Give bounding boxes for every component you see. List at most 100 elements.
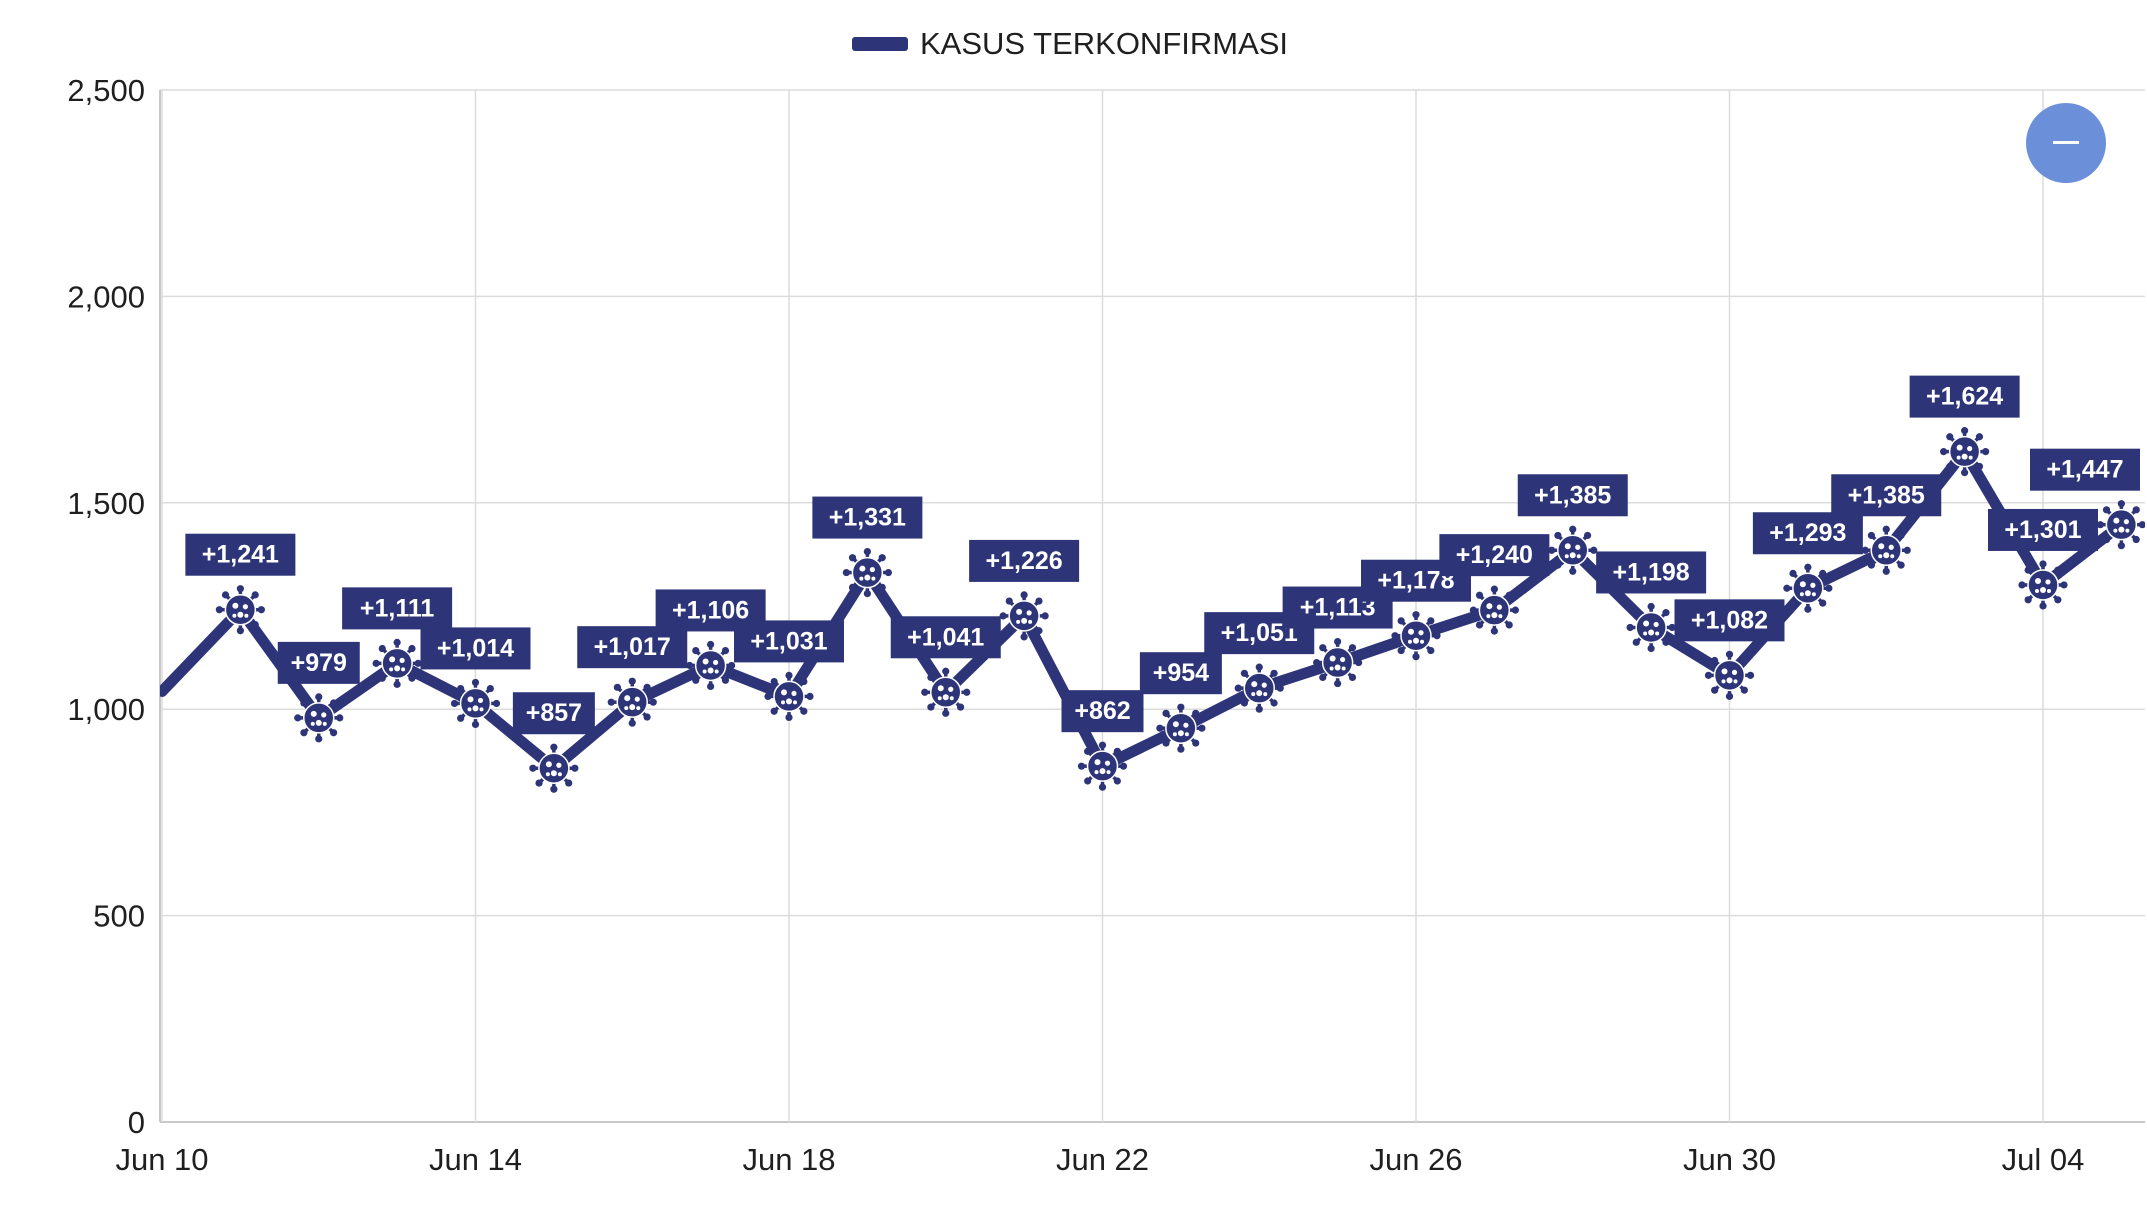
data-label: +1,385: [1831, 474, 1942, 517]
virus-spike-tip: [1412, 611, 1420, 619]
virus-spike-tip: [2039, 602, 2047, 610]
x-tick-label: Jun 14: [429, 1142, 522, 1177]
virus-dot: [859, 576, 864, 581]
data-label-box: [1831, 474, 1942, 517]
data-label-text: +1,226: [986, 547, 1063, 575]
virus-spike-tip: [1355, 658, 1363, 667]
data-label-box: [1517, 474, 1628, 517]
virus-icon[interactable]: [2018, 560, 2068, 610]
virus-icon[interactable]: [1861, 525, 1911, 575]
data-label-box: [1596, 551, 1707, 594]
data-label-box: [890, 616, 1001, 659]
virus-spike-tip: [1475, 621, 1484, 629]
virus-dot: [634, 696, 640, 702]
virus-spike-tip: [1156, 724, 1164, 732]
virus-spike-tip: [221, 620, 230, 629]
virus-dot: [624, 706, 629, 711]
virus-spike-tip: [1946, 433, 1954, 441]
virus-spike-tip: [1725, 692, 1734, 700]
virus-body: [1557, 534, 1589, 567]
virus-dot: [242, 604, 248, 610]
legend-label: KASUS TERKONFIRMASI: [920, 26, 1288, 61]
virus-spike-tip: [1240, 699, 1249, 707]
virus-icon[interactable]: [1313, 637, 1363, 688]
x-tick-label: Jun 22: [1056, 1142, 1149, 1177]
virus-icon[interactable]: [842, 547, 892, 598]
virus-spike-tip: [2117, 542, 2125, 550]
virus-spike-tip: [1861, 546, 1869, 554]
virus-icon[interactable]: [1626, 602, 1676, 653]
legend-swatch: [852, 37, 908, 51]
virus-dot: [389, 656, 396, 663]
virus-icon[interactable]: [529, 743, 579, 793]
virus-icon[interactable]: [921, 667, 971, 717]
virus-spike-tip: [1035, 627, 1043, 635]
virus-spike-tip: [565, 749, 573, 757]
data-label-text: +1,293: [1769, 519, 1846, 547]
virus-icon[interactable]: [1469, 585, 1519, 635]
virus-spike-tip: [1662, 638, 1670, 646]
virus-spike-tip: [251, 591, 259, 599]
virus-spike-tip: [1569, 525, 1577, 533]
virus-body: [1165, 712, 1197, 744]
virus-icon[interactable]: [1704, 650, 1755, 700]
data-labels: +1,241+979+1,111+1,014+857+1,017+1,106+1…: [185, 375, 2140, 735]
data-label: +1,106: [655, 589, 766, 632]
virus-dot: [2113, 517, 2120, 524]
virus-dot: [1028, 619, 1033, 624]
virus-icon[interactable]: [294, 693, 344, 743]
virus-icon[interactable]: [607, 677, 657, 727]
virus-spike-tip: [215, 606, 223, 614]
virus-icon[interactable]: [1783, 563, 1833, 613]
virus-spike-tip: [1740, 686, 1748, 694]
virus-body: [1792, 572, 1824, 604]
virus-icon[interactable]: [1940, 427, 1990, 477]
virus-icon[interactable]: [1156, 703, 1206, 753]
zoom-button[interactable]: [2026, 103, 2106, 183]
virus-icon[interactable]: [2096, 500, 2146, 550]
virus-icon[interactable]: [1548, 525, 1598, 575]
virus-spike-tip: [486, 714, 494, 722]
virus-spike-tip: [1276, 684, 1284, 692]
virus-icon[interactable]: [372, 638, 422, 688]
virus-icon[interactable]: [215, 585, 265, 635]
virus-spike-tip: [372, 659, 380, 667]
virus-dot: [322, 721, 327, 726]
data-label: +1,241: [185, 533, 296, 576]
virus-spike-tip: [565, 779, 573, 787]
virus-spike-tip: [336, 714, 344, 722]
virus-spike-tip: [1412, 653, 1420, 661]
virus-icon[interactable]: [450, 678, 501, 729]
virus-spike-tip: [942, 709, 950, 717]
virus-spike-tip: [956, 703, 965, 711]
virus-spike-tip: [1583, 531, 1592, 540]
data-label-box: [812, 496, 923, 539]
virus-spike-tip: [236, 627, 244, 635]
virus-spike-tip: [785, 671, 793, 680]
virus-spike-tip: [800, 707, 808, 715]
virus-icon[interactable]: [1391, 611, 1441, 661]
data-label-box: [1061, 690, 1144, 733]
virus-icon[interactable]: [1234, 663, 1284, 713]
minus-icon[interactable]: [2053, 141, 2079, 144]
virus-spike-tip: [221, 591, 230, 599]
virus-icon[interactable]: [999, 591, 1049, 641]
legend: KASUS TERKONFIRMASI: [852, 26, 1288, 61]
virus-spike-tip: [686, 661, 694, 670]
virus-icon[interactable]: [1077, 741, 1128, 791]
data-label-box: [1439, 534, 1550, 577]
virus-spike-tip: [1961, 469, 1969, 477]
virus-spike-tip: [1903, 546, 1911, 554]
virus-spike-tip: [1313, 658, 1321, 667]
virus-spike-tip: [2024, 566, 2032, 574]
virus-dot: [1575, 544, 1581, 550]
virus-spike-tip: [535, 779, 543, 787]
y-tick-label: 1,000: [67, 692, 145, 727]
virus-dot: [237, 611, 244, 618]
data-label-text: +1,106: [672, 596, 749, 624]
virus-icon[interactable]: [686, 640, 736, 691]
virus-icon[interactable]: [764, 671, 814, 722]
virus-spike-tip: [1819, 599, 1827, 607]
virus-spike-tip: [1020, 591, 1028, 599]
virus-dot: [1026, 610, 1032, 616]
